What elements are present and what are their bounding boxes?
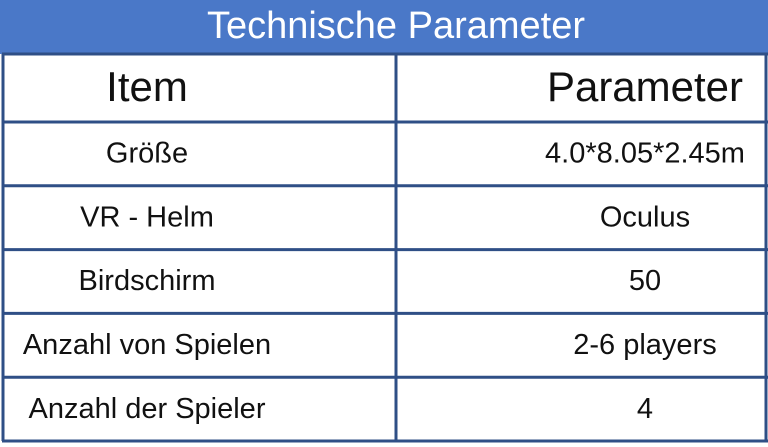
cell-text: 4.0*8.05*2.45m (545, 138, 745, 170)
title-bar (0, 0, 768, 54)
table-title: Technische Parameter (207, 5, 585, 47)
cell-text: Birdschirm (79, 265, 216, 297)
cell-text: Anzahl von Spielen (23, 329, 271, 361)
cell-text: Größe (106, 138, 188, 170)
cell-text: Anzahl der Spieler (29, 393, 266, 425)
cell-text: 4 (637, 393, 653, 425)
column-header: Item (106, 63, 188, 110)
cell-text: 50 (629, 265, 661, 297)
column-header: Parameter (547, 63, 743, 110)
cell-text: 2-6 players (573, 329, 716, 361)
cell-text: Oculus (600, 201, 690, 233)
cell-text: VR - Helm (80, 201, 214, 233)
